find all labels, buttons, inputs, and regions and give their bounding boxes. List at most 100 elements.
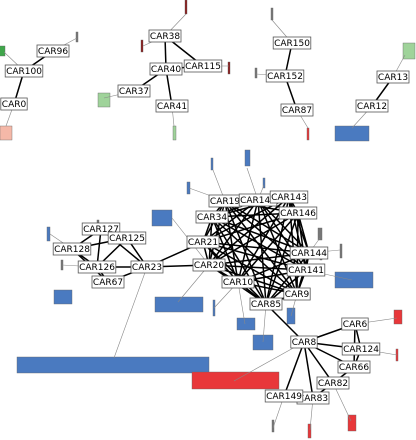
attribute-bar <box>339 243 343 259</box>
attribute-bar <box>0 125 13 141</box>
edge <box>297 212 310 254</box>
edge <box>303 341 334 384</box>
attribute-bar <box>151 209 173 227</box>
node-car66[interactable]: CAR66 <box>337 360 371 374</box>
edge <box>265 252 310 305</box>
node-car82[interactable]: CAR82 <box>316 376 350 390</box>
node-car115[interactable]: CAR115 <box>183 59 223 73</box>
node-box <box>0 97 28 111</box>
attribute-bar <box>154 296 204 313</box>
node-label: CAR38 <box>150 32 180 42</box>
attribute-bar <box>317 227 323 241</box>
node-car38[interactable]: CAR38 <box>148 29 182 43</box>
attribute-bar <box>140 39 144 53</box>
node-car37[interactable]: CAR37 <box>117 84 151 98</box>
node-label: CAR67 <box>93 278 123 288</box>
node-box <box>341 317 369 331</box>
attribute-bar <box>186 181 191 195</box>
node-car8[interactable]: CAR8 <box>290 335 318 349</box>
node-car87[interactable]: CAR87 <box>280 103 314 117</box>
node-car143[interactable]: CAR143 <box>269 190 309 204</box>
node-car125[interactable]: CAR125 <box>107 231 147 245</box>
node-car21[interactable]: CAR21 <box>186 235 220 249</box>
node-car13[interactable]: CAR13 <box>376 70 410 84</box>
node-box <box>186 235 220 249</box>
node-box <box>283 287 311 301</box>
node-car41[interactable]: CAR41 <box>155 99 189 113</box>
node-label: CAR115 <box>185 62 221 72</box>
node-car152[interactable]: CAR152 <box>265 69 305 83</box>
node-box <box>117 84 151 98</box>
attribute-bar <box>252 334 274 351</box>
edge <box>237 199 259 283</box>
node-car146[interactable]: CAR146 <box>278 206 318 220</box>
node-car34[interactable]: CAR34 <box>195 210 229 224</box>
node-car149[interactable]: CAR149 <box>264 389 304 403</box>
node-label: CAR37 <box>119 87 149 97</box>
node-car10[interactable]: CAR10 <box>221 275 255 289</box>
node-label: CAR6 <box>343 320 368 330</box>
node-car12[interactable]: CAR12 <box>355 99 389 113</box>
node-box <box>4 64 44 78</box>
node-car9[interactable]: CAR9 <box>283 287 311 301</box>
node-car40[interactable]: CAR40 <box>149 62 183 76</box>
node-car150[interactable]: CAR150 <box>272 36 312 50</box>
node-box <box>183 59 223 73</box>
node-box <box>148 29 182 43</box>
node-label: CAR150 <box>274 39 310 49</box>
node-car100[interactable]: CAR100 <box>4 64 44 78</box>
node-car23[interactable]: CAR23 <box>130 260 164 274</box>
node-car141[interactable]: CAR141 <box>286 263 326 277</box>
edge <box>237 212 299 283</box>
node-box <box>265 69 305 83</box>
node-label: CAR85 <box>251 300 281 310</box>
node-label: CAR127 <box>83 225 119 235</box>
node-car20[interactable]: CAR20 <box>192 258 226 272</box>
node-box <box>249 297 283 311</box>
attribute-bar <box>262 177 266 189</box>
node-box <box>316 376 350 390</box>
node-label: CAR82 <box>318 379 348 389</box>
node-car85[interactable]: CAR85 <box>249 297 283 311</box>
node-label: CAR23 <box>132 263 162 273</box>
node-label: CAR125 <box>109 234 145 244</box>
node-label: CAR13 <box>378 73 408 83</box>
node-box <box>337 360 371 374</box>
node-label: CAR87 <box>282 106 312 116</box>
node-label: CAR9 <box>285 290 310 300</box>
node-car126[interactable]: CAR126 <box>77 260 117 274</box>
edge <box>283 341 305 397</box>
node-box <box>130 260 164 274</box>
edge <box>208 212 299 266</box>
attribute-bar <box>334 271 374 289</box>
node-box <box>149 62 183 76</box>
node-car124[interactable]: CAR124 <box>341 342 381 356</box>
thin-edge <box>237 281 246 325</box>
node-label: CAR146 <box>280 209 316 219</box>
node-label: CAR0 <box>2 100 27 110</box>
attribute-bar <box>210 157 214 171</box>
thin-edge <box>233 341 305 382</box>
thin-edge <box>113 266 148 359</box>
node-box <box>289 246 329 260</box>
node-label: CAR143 <box>271 193 307 203</box>
node-label: CAR40 <box>151 65 181 75</box>
node-box <box>91 275 125 289</box>
node-car144[interactable]: CAR144 <box>289 246 329 260</box>
attribute-bar <box>16 356 210 374</box>
node-label: CAR8 <box>292 338 317 348</box>
node-label: CAR149 <box>266 392 302 402</box>
node-box <box>264 389 304 403</box>
node-car96[interactable]: CAR96 <box>36 44 70 58</box>
node-car128[interactable]: CAR128 <box>52 242 92 256</box>
node-box <box>376 70 410 84</box>
node-car0[interactable]: CAR0 <box>0 97 28 111</box>
nodes: CAR96 CAR100 CAR0 CAR38 CAR40 CAR115 CAR37 CAR4… <box>0 29 410 405</box>
node-label: CAR96 <box>38 47 68 57</box>
node-car67[interactable]: CAR67 <box>91 275 125 289</box>
node-box <box>195 210 229 224</box>
node-car6[interactable]: CAR6 <box>341 317 369 331</box>
node-car19[interactable]: CAR19 <box>208 194 242 208</box>
node-box <box>355 99 389 113</box>
